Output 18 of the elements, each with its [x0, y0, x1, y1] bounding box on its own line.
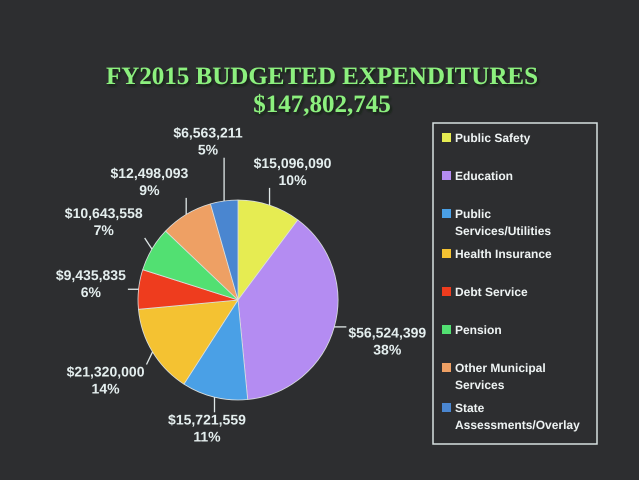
legend-label: Other Municipal Services	[455, 361, 546, 392]
data-label: $9,435,835 6%	[56, 267, 126, 300]
data-label: $21,320,000 14%	[66, 364, 145, 397]
chart-subtitle: $147,802,745	[253, 91, 391, 118]
data-label: $12,498,093 9%	[110, 164, 189, 198]
data-label: $6,563,211 5%	[173, 124, 243, 158]
data-label: $56,524,399 38%	[348, 324, 426, 358]
chart-title: FY2015 BUDGETED EXPENDITURES	[106, 63, 538, 90]
legend-label: Public Safety	[455, 131, 531, 145]
legend-label: Health Insurance	[455, 247, 552, 261]
legend-label: Pension	[455, 323, 502, 337]
data-label: $15,721,559 11%	[168, 411, 246, 444]
legend-label: State Assessments/Overlay	[455, 401, 580, 432]
legend-label: Education	[455, 169, 514, 183]
data-label: $10,643,558 7%	[64, 204, 143, 238]
legend-label: Public Services/Utilities	[455, 207, 552, 238]
legend-label: Debt Service	[455, 285, 528, 299]
data-label: $15,096,090 10%	[254, 154, 332, 188]
